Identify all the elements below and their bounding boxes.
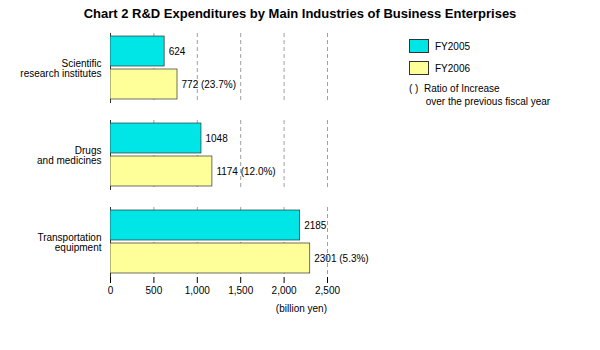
svg-text:2185: 2185 [304,220,327,231]
svg-text:Transportationequipment: Transportationequipment [37,232,101,253]
svg-text:2,500: 2,500 [315,285,340,296]
html-text:FY2005: FY2005 [435,40,470,52]
svg-text:2,000: 2,000 [272,285,297,296]
svg-text:1,500: 1,500 [228,285,253,296]
html-text:FY2006: FY2006 [435,62,470,74]
svg-text:Drugsand medicines: Drugsand medicines [37,145,101,166]
svg-text:772 (23.7%): 772 (23.7%) [182,79,236,90]
svg-text:0: 0 [108,285,114,296]
html-text:Chart 2 R&D Expenditures by Ma: Chart 2 R&D Expenditures by Main Industr… [83,6,517,21]
svg-text:1048: 1048 [205,133,228,144]
html-text:( ) Ratio of Increase: ( ) Ratio of Increase [409,83,500,94]
svg-text:Scientificresearch institutes: Scientificresearch institutes [20,58,101,79]
svg-text:1,000: 1,000 [185,285,210,296]
svg-text:1174 (12.0%): 1174 (12.0%) [216,166,275,177]
html-text:(billion yen): (billion yen) [275,303,327,314]
svg-text:500: 500 [146,285,163,296]
svg-text:2301 (5.3%): 2301 (5.3%) [314,253,368,264]
svg-text:624: 624 [169,46,186,57]
html-text:over the previous fiscal year: over the previous fiscal year [409,96,551,107]
